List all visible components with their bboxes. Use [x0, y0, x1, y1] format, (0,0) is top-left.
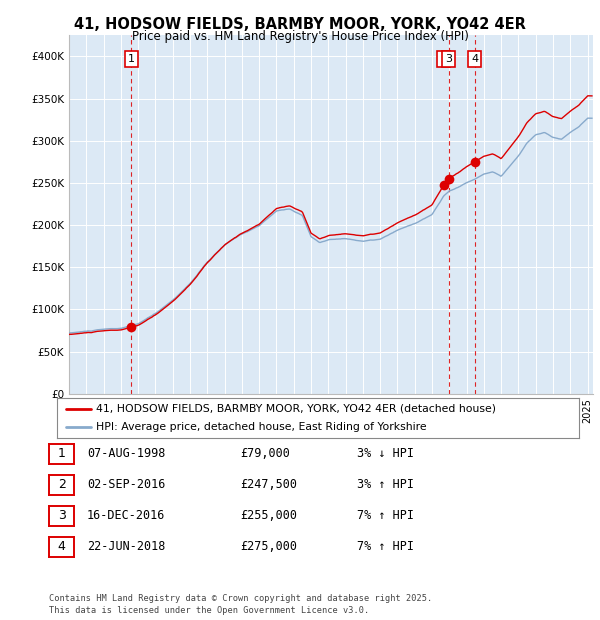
- Text: 2: 2: [440, 54, 447, 64]
- Text: £255,000: £255,000: [240, 510, 297, 522]
- Text: 3: 3: [58, 510, 66, 522]
- Text: 7% ↑ HPI: 7% ↑ HPI: [357, 510, 414, 522]
- Text: 3% ↓ HPI: 3% ↓ HPI: [357, 448, 414, 460]
- Text: 4: 4: [58, 541, 66, 553]
- Text: £247,500: £247,500: [240, 479, 297, 491]
- Text: Price paid vs. HM Land Registry's House Price Index (HPI): Price paid vs. HM Land Registry's House …: [131, 30, 469, 43]
- Text: 02-SEP-2016: 02-SEP-2016: [87, 479, 166, 491]
- Text: 4: 4: [471, 54, 478, 64]
- Text: 3% ↑ HPI: 3% ↑ HPI: [357, 479, 414, 491]
- Text: 41, HODSOW FIELDS, BARMBY MOOR, YORK, YO42 4ER (detached house): 41, HODSOW FIELDS, BARMBY MOOR, YORK, YO…: [96, 404, 496, 414]
- Text: £275,000: £275,000: [240, 541, 297, 553]
- Text: HPI: Average price, detached house, East Riding of Yorkshire: HPI: Average price, detached house, East…: [96, 422, 427, 433]
- Text: 2: 2: [58, 479, 66, 491]
- Text: 1: 1: [58, 448, 66, 460]
- Text: 07-AUG-1998: 07-AUG-1998: [87, 448, 166, 460]
- Text: 22-JUN-2018: 22-JUN-2018: [87, 541, 166, 553]
- Text: Contains HM Land Registry data © Crown copyright and database right 2025.
This d: Contains HM Land Registry data © Crown c…: [49, 593, 433, 615]
- Text: 3: 3: [445, 54, 452, 64]
- Text: 41, HODSOW FIELDS, BARMBY MOOR, YORK, YO42 4ER: 41, HODSOW FIELDS, BARMBY MOOR, YORK, YO…: [74, 17, 526, 32]
- Text: 1: 1: [128, 54, 135, 64]
- Text: £79,000: £79,000: [240, 448, 290, 460]
- Text: 16-DEC-2016: 16-DEC-2016: [87, 510, 166, 522]
- Text: 7% ↑ HPI: 7% ↑ HPI: [357, 541, 414, 553]
